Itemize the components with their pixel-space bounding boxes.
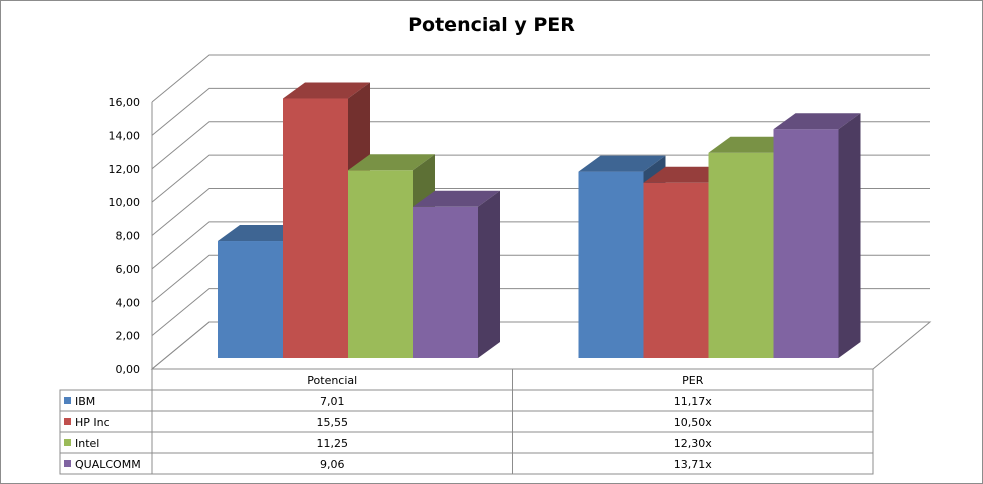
legend-key — [64, 460, 71, 467]
y-tick-label: 2,00 — [116, 330, 141, 343]
data-label: 11,25 — [317, 437, 349, 450]
bar-top — [578, 155, 666, 172]
data-label: 15,55 — [317, 416, 349, 429]
y-tick-label: 12,00 — [109, 163, 141, 176]
gridline — [151, 54, 930, 103]
bar-side — [478, 190, 500, 358]
category-label: Potencial — [307, 374, 357, 387]
legend-label: HP Inc — [75, 416, 110, 429]
bar — [218, 241, 283, 358]
bar-top — [348, 154, 435, 171]
legend-key — [64, 418, 71, 425]
y-tick-label: 16,00 — [109, 96, 141, 109]
chart-title: Potencial y PER — [408, 14, 575, 36]
y-tick-label: 6,00 — [116, 263, 141, 276]
gridline — [151, 121, 930, 170]
bar — [708, 152, 774, 358]
bar — [643, 182, 709, 358]
data-label: 7,01 — [320, 395, 345, 408]
bar — [348, 170, 413, 358]
y-tick-label: 4,00 — [116, 296, 141, 309]
bar — [773, 129, 839, 358]
legend-label: IBM — [75, 395, 95, 408]
bar — [283, 98, 348, 359]
legend-key — [64, 397, 71, 404]
bar-top — [773, 113, 861, 130]
data-label: 9,06 — [320, 458, 345, 471]
bar-side — [838, 113, 861, 358]
bar — [578, 171, 644, 358]
category-label: PER — [682, 374, 704, 387]
bar — [413, 206, 478, 358]
legend-key — [64, 439, 71, 446]
y-tick-label: 0,00 — [116, 363, 141, 376]
bar-top — [413, 190, 500, 207]
data-label: 11,17x — [674, 395, 712, 408]
y-tick-label: 14,00 — [109, 129, 141, 142]
data-label: 13,71x — [674, 458, 712, 471]
y-tick-label: 8,00 — [116, 230, 141, 243]
legend-label: QUALCOMM — [75, 458, 141, 471]
gridline — [151, 154, 930, 203]
y-tick-label: 10,00 — [109, 196, 141, 209]
bar-top — [283, 82, 370, 99]
legend-label: Intel — [75, 437, 99, 450]
data-label: 10,50x — [674, 416, 712, 429]
gridline — [151, 87, 930, 136]
data-label: 12,30x — [674, 437, 712, 450]
